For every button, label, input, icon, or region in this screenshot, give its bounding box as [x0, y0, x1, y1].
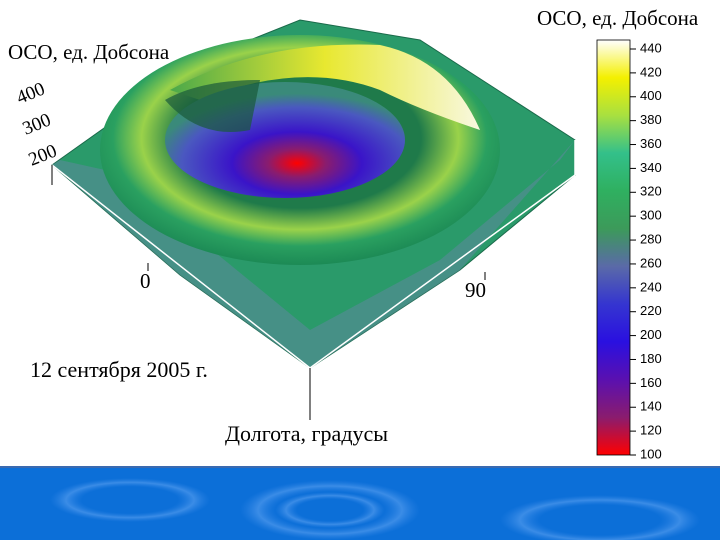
z-axis-label: ОСО, ед. Добсона — [8, 40, 170, 64]
footer — [0, 466, 720, 540]
colorbar-tick-label: 340 — [640, 160, 662, 175]
surface — [51, 19, 576, 369]
z-tick-label: 300 — [20, 110, 54, 140]
colorbar-tick-label: 300 — [640, 208, 662, 223]
colorbar-tick-label: 440 — [640, 40, 662, 55]
x-ticks: 0 90 — [140, 263, 486, 302]
colorbar-tick-label: 160 — [640, 375, 662, 390]
colorbar-tick-label: 200 — [640, 327, 662, 342]
axes-box — [51, 140, 576, 420]
colorbar-tick-label: 400 — [640, 88, 662, 103]
colorbar-tick-label: 280 — [640, 231, 662, 246]
colorbar-tick-label: 120 — [640, 423, 662, 438]
x-tick-label: 0 — [140, 269, 151, 293]
z-tick-label: 400 — [14, 79, 48, 109]
colorbar-tick-label: 320 — [640, 184, 662, 199]
colorbar-ticks: 100 120 140 160 180 200 220 240 260 280 300 320 340 3… — [630, 40, 662, 461]
colorbar-tick-label: 380 — [640, 112, 662, 127]
colorbar-tick-label: 220 — [640, 303, 662, 318]
colorbar-tick-label: 260 — [640, 255, 662, 270]
colorbar-tick-label: 420 — [640, 64, 662, 79]
x-tick-label: 90 — [465, 278, 486, 302]
colorbar-tick-label: 140 — [640, 399, 662, 414]
colorbar-tick-label: 240 — [640, 279, 662, 294]
colorbar-label: ОСО, ед. Добсона — [537, 6, 699, 30]
colorbar-tick-label: 360 — [640, 136, 662, 151]
colorbar — [596, 39, 631, 456]
colorbar-tick-label: 100 — [640, 446, 662, 461]
x-axis-label: Долгота, градусы — [225, 421, 388, 446]
annotation: 12 сентября 2005 г. — [30, 357, 208, 382]
colorbar-tick-label: 180 — [640, 351, 662, 366]
